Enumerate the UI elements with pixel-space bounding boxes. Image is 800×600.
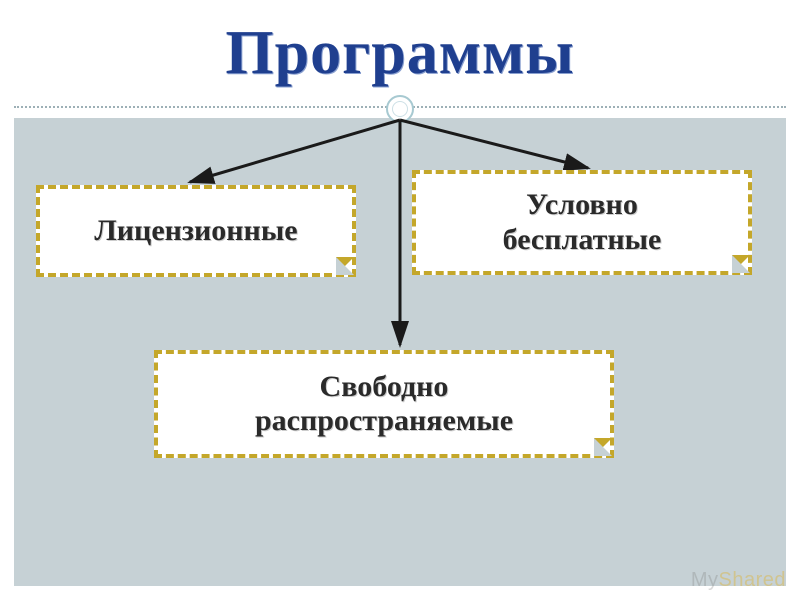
box-label-freeware: Свободно распространяемые xyxy=(255,370,513,439)
page-title: Программы xyxy=(0,18,800,89)
watermark: MyShared xyxy=(691,569,786,592)
page-curl-icon xyxy=(732,255,750,273)
watermark-accent: Shared xyxy=(719,569,787,591)
box-label-shareware: Условно бесплатные xyxy=(503,188,662,257)
page-curl-icon xyxy=(594,438,612,456)
box-shareware: Условно бесплатные xyxy=(412,170,752,275)
box-freeware: Свободно распространяемые xyxy=(154,350,614,458)
box-label-licensed: Лицензионные xyxy=(94,214,297,249)
title-ornament-icon xyxy=(386,95,414,123)
watermark-plain: My xyxy=(691,569,719,591)
slide: Программы Лицензионные Условно бесплатные… xyxy=(0,0,800,600)
box-licensed: Лицензионные xyxy=(36,185,356,277)
page-curl-icon xyxy=(336,257,354,275)
